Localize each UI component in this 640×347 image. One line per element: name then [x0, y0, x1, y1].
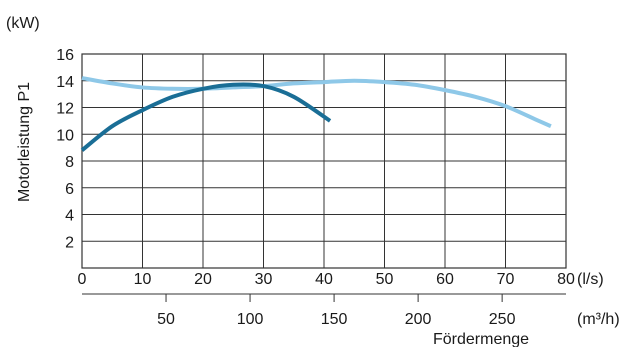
y-tick-label: 10	[56, 127, 74, 144]
y-tick-label: 16	[56, 47, 74, 64]
series-line-light	[81, 76, 552, 129]
y-tick-label: 6	[65, 181, 74, 198]
series-layer	[80, 76, 552, 152]
x-tick-label: 50	[376, 271, 394, 288]
x-axis-title: Fördermenge	[433, 331, 529, 347]
x-tick-label: 10	[134, 271, 152, 288]
y-tick-label: 2	[65, 234, 74, 251]
y-tick-label: 12	[56, 101, 74, 118]
y-tick-label: 4	[65, 208, 74, 225]
x-tick-label: 60	[436, 271, 454, 288]
y-unit-label: (kW)	[6, 15, 40, 32]
x-tick-label: 20	[194, 271, 212, 288]
x2-tick-label: 200	[405, 311, 432, 328]
x-tick-label: 70	[497, 271, 515, 288]
x-unit-label: (l/s)	[577, 271, 604, 288]
x-tick-label: 80	[557, 271, 575, 288]
x2-tick-label: 50	[157, 311, 175, 328]
tick-labels: 2 4 6 8 10 12 14 16 0 10 20 30 40 50 60 70 80 50 100 150 200…	[56, 47, 575, 328]
y-axis-title: Motorleistung P1	[16, 82, 33, 202]
x2-tick-label: 250	[489, 311, 516, 328]
x2-unit-label: (m³/h)	[577, 311, 620, 328]
grid	[81, 53, 567, 302]
x-tick-label: 0	[78, 271, 87, 288]
series-line-dark	[80, 82, 332, 152]
y-tick-label: 8	[65, 154, 74, 171]
x2-tick-label: 100	[237, 311, 264, 328]
x-tick-label: 30	[255, 271, 273, 288]
x2-tick-label: 150	[321, 311, 348, 328]
x-tick-label: 40	[315, 271, 333, 288]
y-tick-label: 14	[56, 74, 74, 91]
